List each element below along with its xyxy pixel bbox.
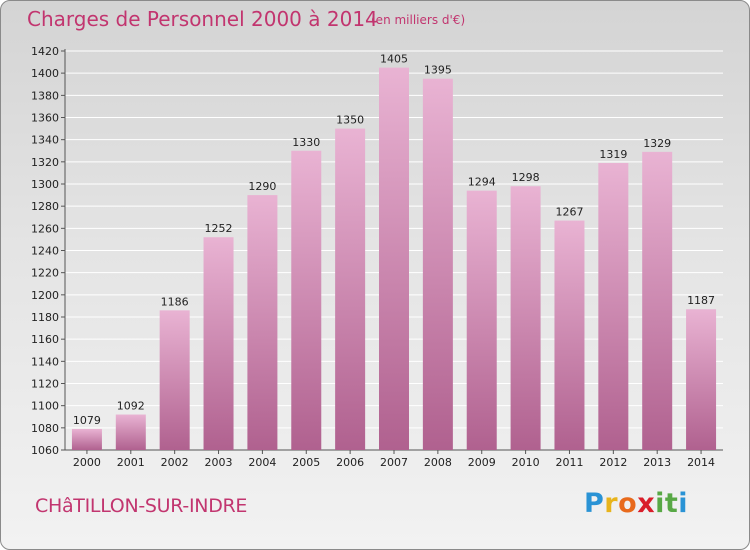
bar-value-label: 1267 bbox=[555, 206, 583, 219]
logo-letter: r bbox=[604, 488, 619, 519]
bar-value-label: 1187 bbox=[687, 294, 715, 307]
bar bbox=[554, 220, 585, 450]
logo-letter: t bbox=[664, 488, 679, 519]
bar bbox=[71, 428, 102, 450]
bar bbox=[510, 186, 541, 450]
bar bbox=[642, 151, 673, 450]
proxiti-logo[interactable]: Proxiti bbox=[584, 488, 688, 519]
x-tick-label: 2011 bbox=[555, 456, 583, 469]
y-tick-label: 1120 bbox=[31, 378, 59, 391]
x-tick-label: 2003 bbox=[205, 456, 233, 469]
x-tick-label: 2013 bbox=[643, 456, 671, 469]
x-tick-label: 2002 bbox=[161, 456, 189, 469]
y-tick-label: 1200 bbox=[31, 289, 59, 302]
bar-value-label: 1186 bbox=[161, 295, 189, 308]
chart-unit: (en milliers d'€) bbox=[371, 13, 466, 27]
y-tick-label: 1380 bbox=[31, 89, 59, 102]
logo-letter: i bbox=[678, 488, 689, 519]
x-tick-label: 2004 bbox=[248, 456, 276, 469]
bar-value-label: 1350 bbox=[336, 114, 364, 127]
y-tick-label: 1220 bbox=[31, 267, 59, 280]
bar-value-label: 1329 bbox=[643, 137, 671, 150]
bar bbox=[335, 128, 366, 450]
x-tick-label: 2009 bbox=[468, 456, 496, 469]
chart-title: Charges de Personnel 2000 à 2014 bbox=[27, 7, 378, 31]
x-tick-label: 2001 bbox=[117, 456, 145, 469]
bar bbox=[686, 309, 717, 450]
x-tick-label: 2010 bbox=[512, 456, 540, 469]
x-tick-label: 2005 bbox=[292, 456, 320, 469]
bar-value-label: 1298 bbox=[512, 171, 540, 184]
bar-value-label: 1395 bbox=[424, 64, 452, 77]
bar bbox=[247, 195, 278, 450]
y-tick-label: 1060 bbox=[31, 444, 59, 457]
y-tick-label: 1100 bbox=[31, 400, 59, 413]
logo-letter: x bbox=[637, 488, 656, 519]
x-tick-label: 2012 bbox=[599, 456, 627, 469]
y-tick-label: 1260 bbox=[31, 222, 59, 235]
y-tick-label: 1360 bbox=[31, 112, 59, 125]
bar bbox=[466, 190, 497, 450]
bar-value-label: 1092 bbox=[117, 400, 145, 413]
y-tick-label: 1340 bbox=[31, 134, 59, 147]
bar-value-label: 1405 bbox=[380, 53, 408, 66]
y-tick-label: 1140 bbox=[31, 355, 59, 368]
y-tick-label: 1400 bbox=[31, 67, 59, 80]
bar-value-label: 1252 bbox=[205, 222, 233, 235]
bar bbox=[159, 310, 190, 450]
y-tick-label: 1280 bbox=[31, 200, 59, 213]
y-tick-label: 1320 bbox=[31, 156, 59, 169]
town-name: CHâTILLON-SUR-INDRE bbox=[35, 495, 248, 517]
bar-value-label: 1290 bbox=[248, 180, 276, 193]
x-tick-label: 2006 bbox=[336, 456, 364, 469]
bar bbox=[203, 237, 234, 450]
y-tick-label: 1080 bbox=[31, 422, 59, 435]
bar-value-label: 1294 bbox=[468, 176, 496, 189]
bar bbox=[422, 78, 453, 450]
y-tick-label: 1180 bbox=[31, 311, 59, 324]
y-tick-label: 1300 bbox=[31, 178, 59, 191]
x-tick-label: 2007 bbox=[380, 456, 408, 469]
y-tick-label: 1240 bbox=[31, 245, 59, 258]
logo-letter: o bbox=[618, 488, 638, 519]
x-tick-label: 2000 bbox=[73, 456, 101, 469]
bar bbox=[379, 67, 409, 450]
bar bbox=[598, 162, 629, 451]
bar-value-label: 1319 bbox=[599, 148, 627, 161]
x-tick-label: 2008 bbox=[424, 456, 452, 469]
x-tick-label: 2014 bbox=[687, 456, 715, 469]
bar bbox=[291, 150, 322, 450]
y-tick-label: 1160 bbox=[31, 333, 59, 346]
y-tick-label: 1420 bbox=[31, 45, 59, 58]
logo-letter: i bbox=[655, 488, 665, 519]
bar-value-label: 1330 bbox=[292, 136, 320, 149]
logo-letter: P bbox=[584, 488, 605, 519]
bar-value-label: 1079 bbox=[73, 414, 101, 427]
bar bbox=[115, 414, 146, 450]
